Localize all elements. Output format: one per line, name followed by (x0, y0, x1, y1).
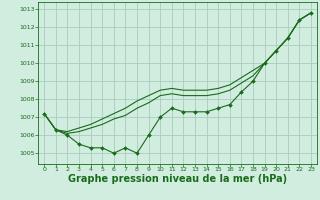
X-axis label: Graphe pression niveau de la mer (hPa): Graphe pression niveau de la mer (hPa) (68, 174, 287, 184)
